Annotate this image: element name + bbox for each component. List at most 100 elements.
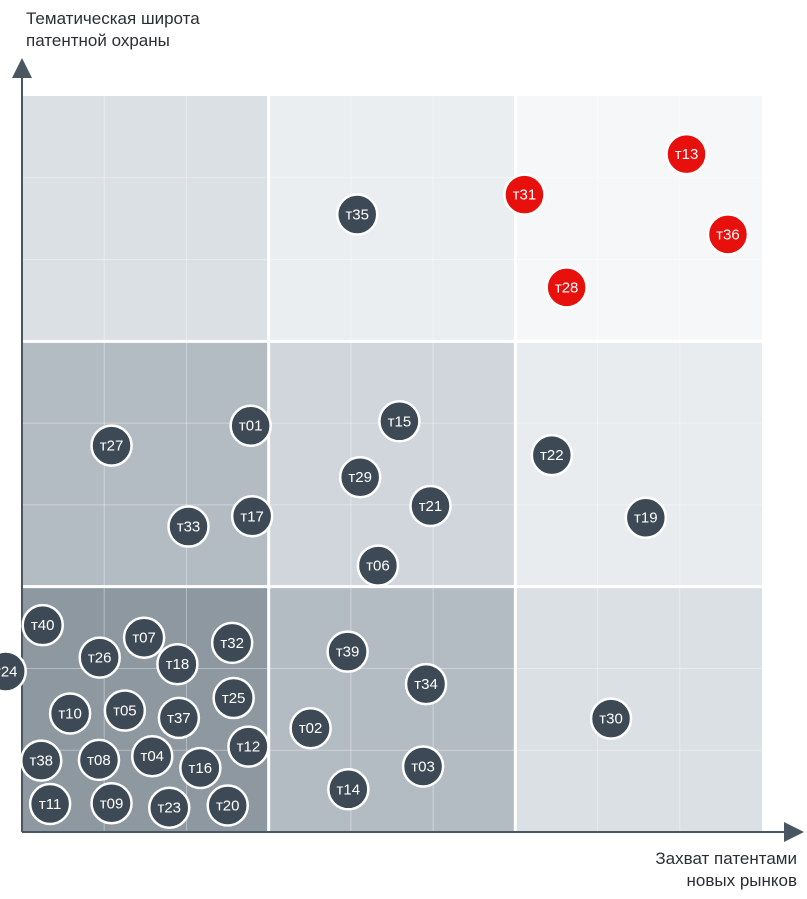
data-point-т18: т18: [156, 642, 199, 686]
data-point-label: т31: [513, 187, 537, 204]
data-point-marker: [530, 433, 574, 477]
data-point-label: т36: [716, 226, 740, 243]
data-point-marker: [90, 424, 133, 467]
zone-1-2: [268, 96, 516, 342]
data-point-marker: [589, 697, 633, 740]
data-point-т29: т29: [338, 455, 382, 499]
data-point-т30: т30: [589, 697, 633, 740]
data-point-marker: [401, 745, 445, 788]
data-point-label: т08: [87, 752, 111, 769]
data-point-т13: т13: [665, 132, 708, 176]
data-point-label: т29: [348, 469, 372, 486]
data-point-т25: т25: [212, 676, 255, 720]
data-point-т28: т28: [545, 266, 588, 309]
data-point-т15: т15: [378, 400, 421, 443]
data-point-label: т03: [411, 758, 435, 775]
data-point-marker: [90, 782, 133, 825]
data-point-marker: [130, 734, 174, 778]
data-point-label: т34: [414, 676, 438, 693]
x-axis-title-line-2: новых рынков: [686, 871, 798, 890]
data-point-label: т28: [555, 279, 579, 296]
data-point-т07: т07: [122, 616, 166, 659]
data-point-label: т09: [100, 795, 124, 812]
data-point-label: т40: [31, 617, 55, 634]
data-point-т39: т39: [326, 630, 369, 673]
plot-zones: [22, 96, 762, 832]
data-point-marker: [122, 616, 166, 659]
zone-2-0: [515, 586, 762, 832]
data-point-marker: [157, 696, 201, 740]
data-point-т33: т33: [167, 505, 210, 548]
data-points: т13 т31 т36 т28 т35 т01 т15 т27 т22 т29 т21 т17 т19 т…: [0, 132, 750, 829]
data-point-label: т05: [113, 703, 137, 720]
data-point-т09: т09: [90, 782, 133, 825]
data-point-label: т22: [540, 447, 564, 464]
data-point-т36: т36: [706, 213, 750, 256]
zone-0-2: [22, 96, 269, 342]
data-point-label: т07: [132, 630, 156, 647]
data-point-т20: т20: [206, 784, 249, 827]
data-point-marker: [338, 455, 382, 499]
data-point-т16: т16: [179, 746, 222, 790]
data-point-marker: [28, 782, 72, 826]
data-point-marker: [212, 676, 255, 720]
data-point-т10: т10: [48, 692, 92, 735]
data-point-marker: [48, 692, 92, 735]
data-point-т14: т14: [327, 768, 370, 811]
data-point-label: т19: [634, 510, 658, 527]
data-point-marker: [409, 484, 452, 528]
data-point-marker: [19, 739, 63, 782]
data-point-label: т11: [39, 796, 61, 813]
data-point-т03: т03: [401, 745, 445, 788]
data-point-marker: [229, 404, 272, 447]
data-point-label: т39: [336, 644, 360, 661]
data-point-marker: [706, 213, 750, 256]
data-point-label: т10: [58, 706, 82, 723]
data-point-т19: т19: [624, 496, 668, 539]
data-point-marker: [289, 706, 332, 750]
data-point-label: т23: [157, 800, 181, 817]
y-axis-title-line-1: Тематическая широта: [26, 9, 200, 28]
data-point-т12: т12: [227, 725, 270, 768]
data-point-т38: т38: [19, 739, 63, 782]
data-point-label: т13: [675, 146, 699, 163]
x-axis-title: Захват патентами новых рынков: [655, 848, 797, 892]
data-point-т26: т26: [78, 636, 121, 679]
data-point-label: т32: [220, 635, 244, 652]
data-point-label: т33: [177, 519, 201, 536]
data-point-marker: [0, 650, 27, 693]
data-point-label: т24: [0, 664, 18, 681]
data-point-label: т14: [337, 781, 361, 798]
data-point-label: т37: [167, 710, 191, 727]
axes: [11, 58, 804, 842]
data-point-label: т35: [345, 206, 369, 223]
data-point-marker: [665, 132, 708, 176]
data-point-label: т38: [29, 753, 53, 770]
data-point-т23: т23: [148, 786, 191, 829]
data-point-marker: [179, 746, 222, 790]
data-point-marker: [327, 768, 370, 811]
data-point-marker: [156, 642, 199, 686]
data-point-label: т02: [299, 720, 323, 737]
data-point-marker: [21, 603, 64, 647]
data-point-label: т30: [599, 711, 623, 728]
zone-0-1: [22, 341, 269, 587]
data-point-label: т26: [88, 650, 112, 667]
data-point-marker: [148, 786, 191, 829]
data-point-т21: т21: [409, 484, 452, 528]
data-point-marker: [103, 689, 147, 732]
data-point-marker: [77, 738, 121, 782]
data-point-label: т21: [419, 498, 443, 515]
data-point-marker: [326, 630, 369, 673]
data-point-label: т18: [166, 656, 190, 673]
data-point-label: т04: [140, 748, 164, 765]
data-point-label: т25: [222, 690, 246, 707]
zone-1-1: [268, 341, 516, 587]
data-point-marker: [404, 662, 448, 706]
data-point-т08: т08: [77, 738, 121, 782]
data-point-marker: [167, 505, 210, 548]
data-point-т35: т35: [335, 193, 379, 236]
data-point-label: т17: [240, 508, 264, 525]
data-point-т01: т01: [229, 404, 272, 447]
